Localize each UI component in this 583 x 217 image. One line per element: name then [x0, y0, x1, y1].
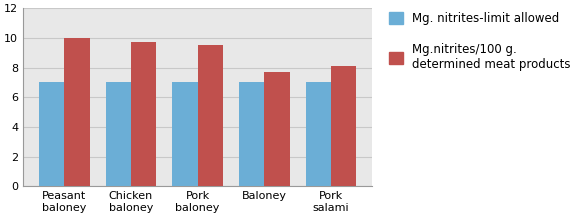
Bar	[106, 82, 131, 186]
Bar	[239, 82, 264, 186]
Bar	[264, 72, 290, 186]
Bar	[64, 38, 90, 186]
Bar	[331, 66, 356, 186]
Bar	[198, 45, 223, 186]
Bar	[131, 42, 156, 186]
Bar	[173, 82, 198, 186]
Bar	[39, 82, 64, 186]
Bar	[305, 82, 331, 186]
Legend: Mg. nitrites-limit allowed, Mg.nitrites/100 g.
determined meat products: Mg. nitrites-limit allowed, Mg.nitrites/…	[381, 5, 578, 78]
